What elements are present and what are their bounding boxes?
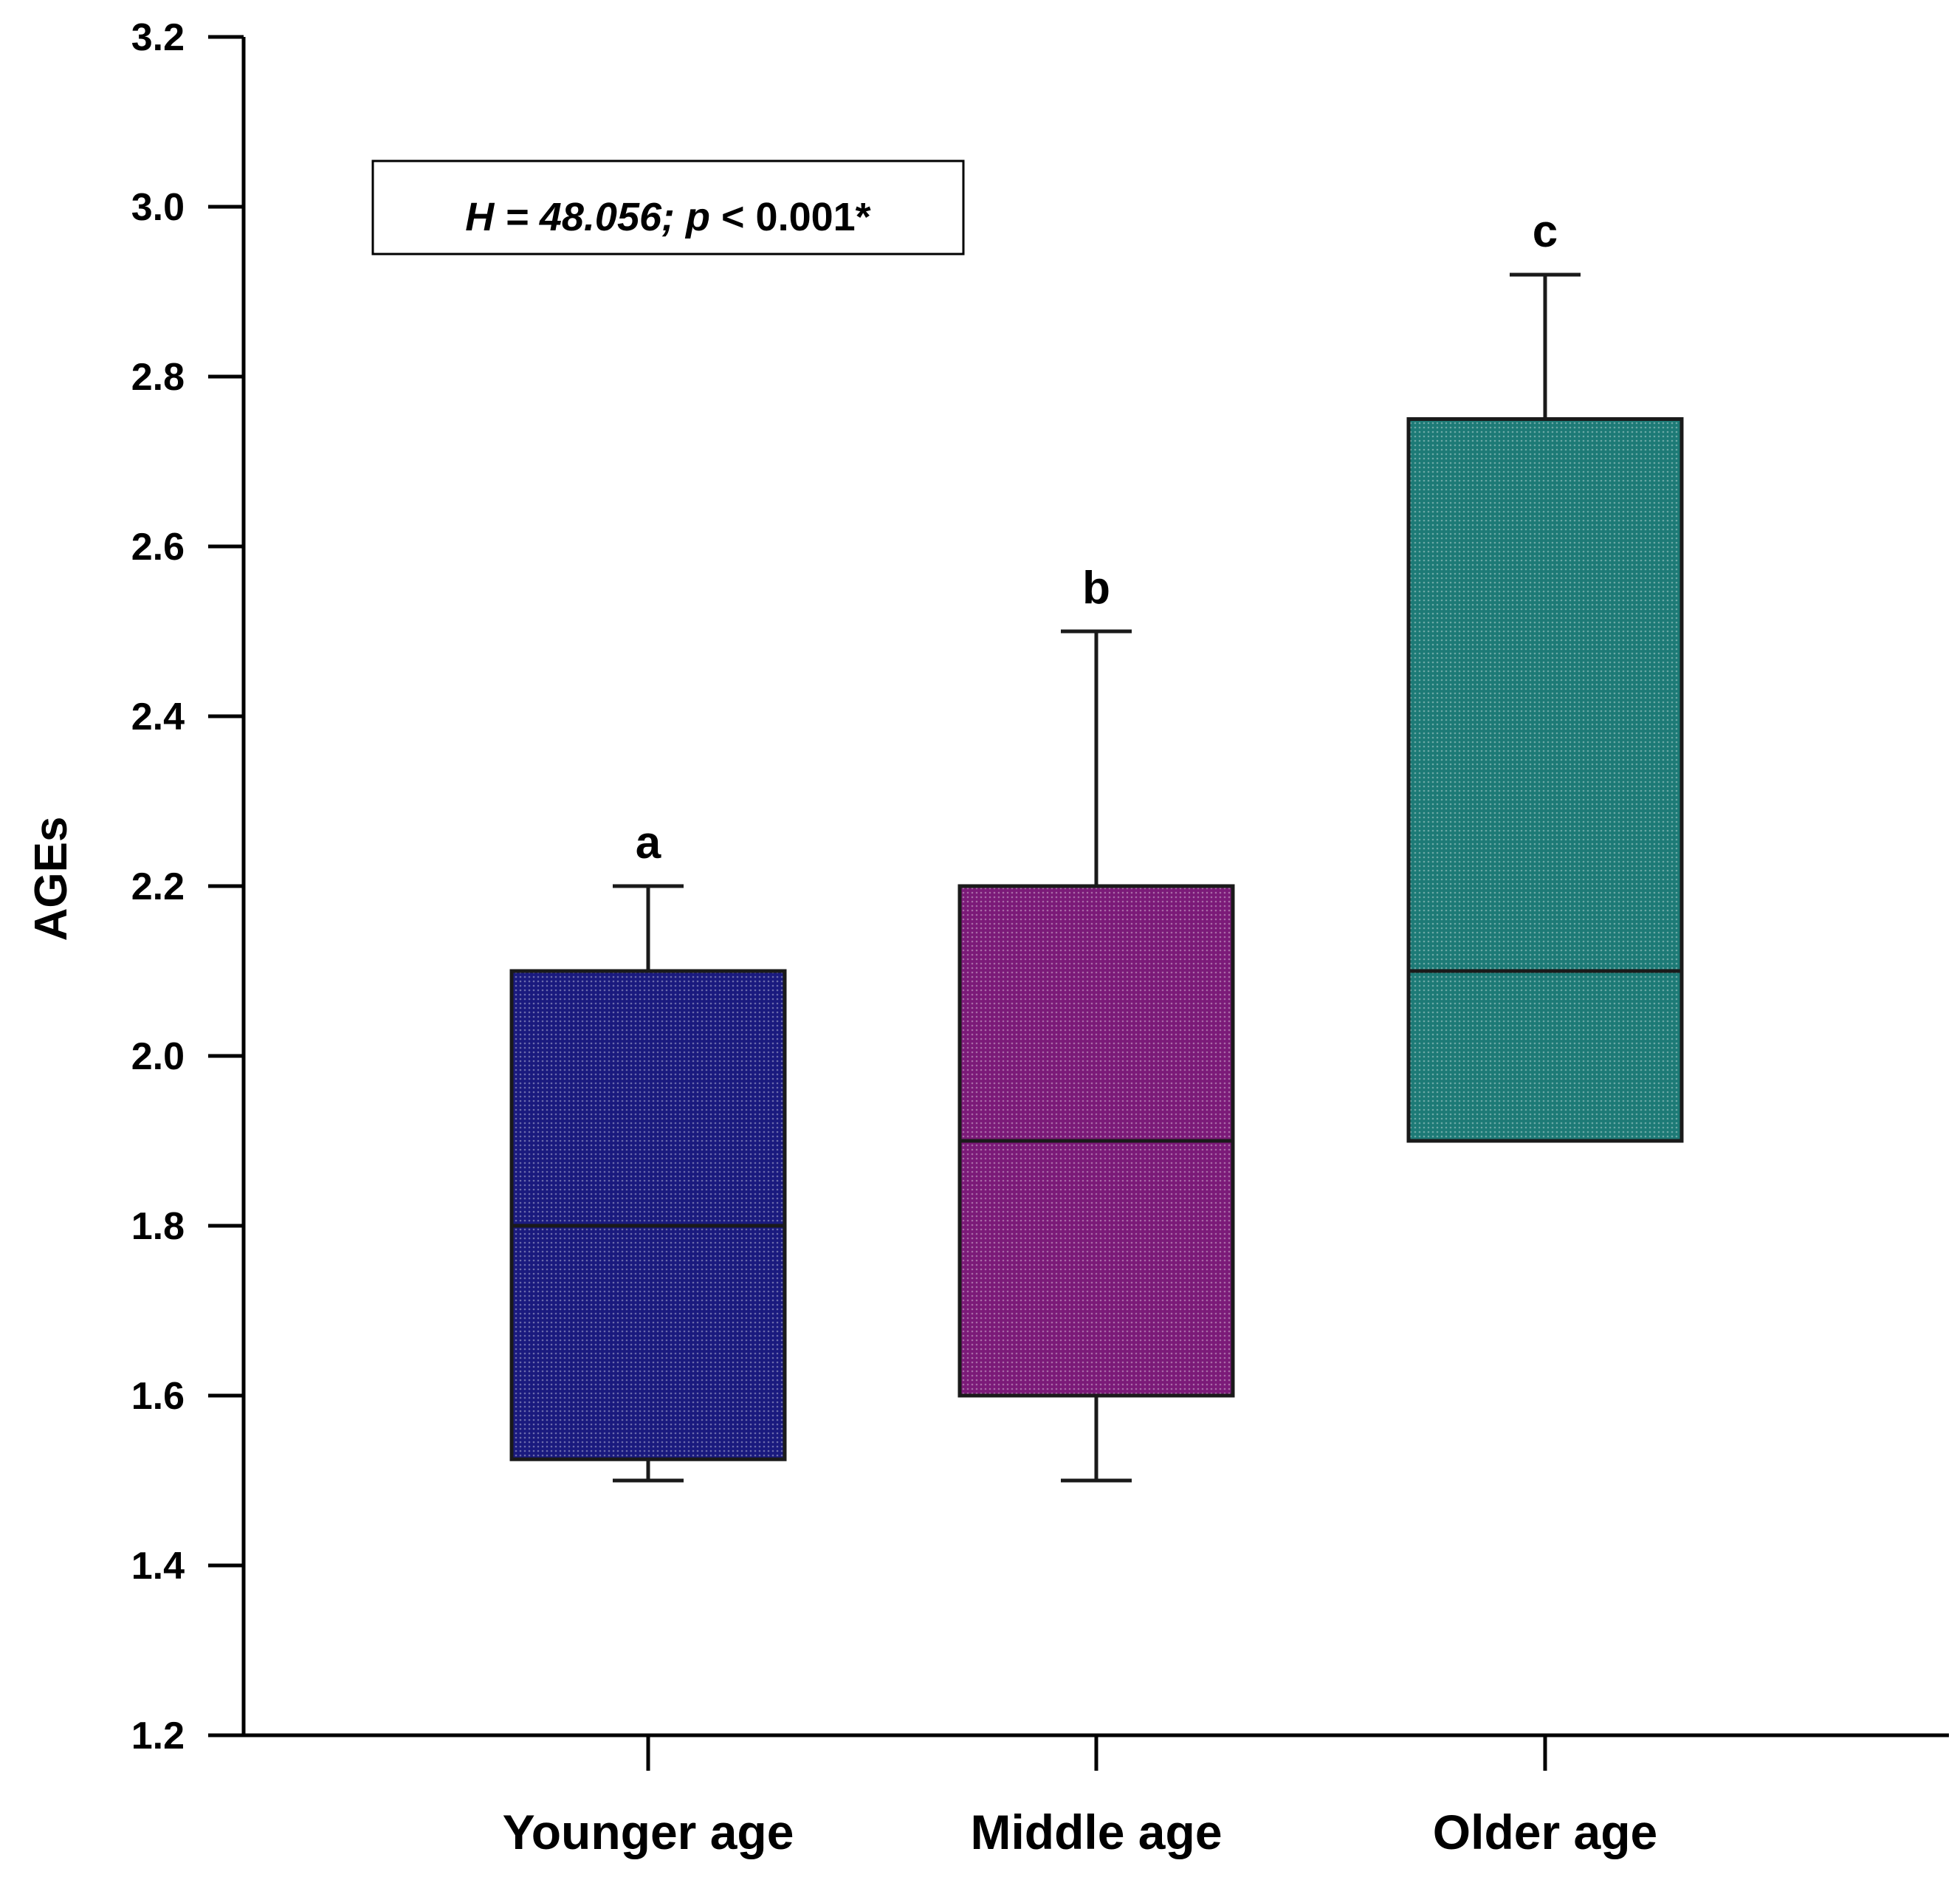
y-tick-label: 3.0 <box>131 186 185 229</box>
y-tick-label: 2.0 <box>131 1035 185 1078</box>
y-tick-label: 1.6 <box>131 1375 185 1418</box>
p-value: < 0.001* <box>710 195 871 239</box>
box-iqr <box>1406 417 1684 1143</box>
y-tick-label: 2.4 <box>131 696 185 738</box>
stats-annotation-text: H = 48.056; p < 0.001* <box>465 195 870 239</box>
y-tick-label: 2.8 <box>131 356 185 399</box>
x-tick-label: Younger age <box>503 1805 794 1859</box>
y-axis-label: AGEs <box>26 817 77 941</box>
box-group-1: a <box>509 817 787 1483</box>
stat-label: H <box>465 195 495 239</box>
boxes-layer: a b c <box>509 206 1684 1483</box>
significance-letter: a <box>636 817 661 868</box>
significance-letter: c <box>1533 206 1558 257</box>
y-tick-label: 1.8 <box>131 1205 185 1248</box>
y-tick-label: 2.2 <box>131 865 185 908</box>
y-tick-label: 1.4 <box>131 1545 185 1588</box>
x-tick-label: Middle age <box>970 1805 1222 1859</box>
y-tick-label: 1.2 <box>131 1715 185 1757</box>
stats-annotation: H = 48.056; p < 0.001* <box>371 159 965 255</box>
significance-letter: b <box>1082 563 1110 614</box>
box-group-2: b <box>957 563 1235 1483</box>
p-label: p <box>684 195 710 239</box>
box-iqr <box>509 969 787 1461</box>
x-tick-label: Older age <box>1433 1805 1657 1859</box>
y-tick-label: 2.6 <box>131 526 185 569</box>
axes-layer: 1.2 1.4 1.6 1.8 2.0 2.2 2.4 2.6 2.8 3.0 3.2 Younger… <box>131 16 1949 1859</box>
box-group-3: c <box>1406 206 1684 1143</box>
stat-value: = 48.056; <box>494 195 686 239</box>
y-tick-label: 3.2 <box>131 16 185 59</box>
stats-annotation-box <box>371 159 965 255</box>
